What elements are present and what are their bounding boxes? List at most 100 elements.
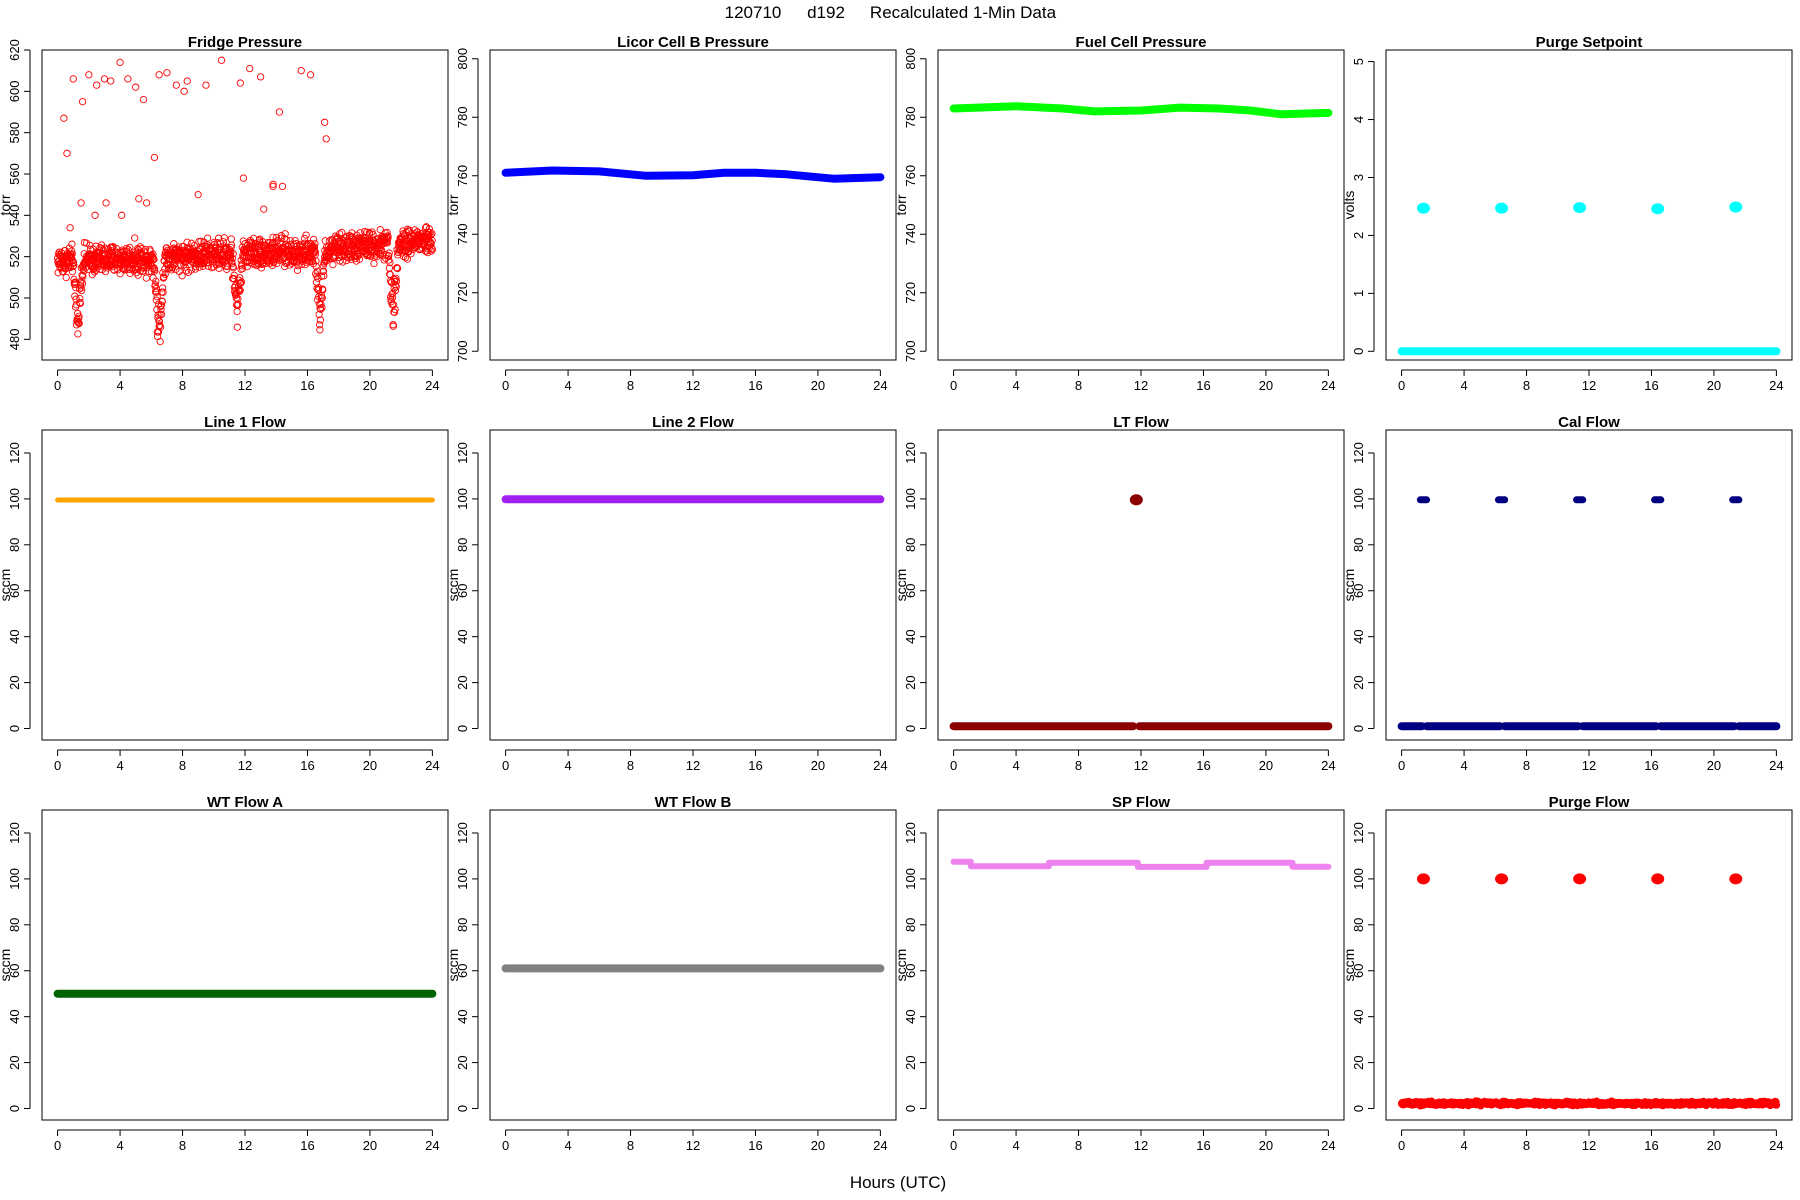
data-point — [391, 276, 399, 284]
y-axis: 0 20 40 60 80 100 120 — [1351, 442, 1375, 732]
data-point — [156, 323, 165, 331]
y-tick-label: 740 — [903, 223, 918, 245]
y-tick-label: 760 — [903, 165, 918, 187]
data-point — [150, 255, 158, 264]
plot-area — [1397, 496, 1781, 731]
x-tick-label: 4 — [1012, 1138, 1019, 1153]
x-tick-label: 12 — [686, 1138, 700, 1153]
x-axis: 0 4 8 12 16 20 24 — [950, 749, 1336, 773]
x-tick-label: 24 — [425, 378, 439, 393]
plot-title: SP Flow — [1112, 794, 1170, 811]
data-point — [78, 279, 87, 288]
outlier-point — [132, 83, 140, 91]
x-tick-label: 8 — [1075, 758, 1082, 773]
outlier-point — [124, 75, 132, 83]
data-point — [154, 328, 163, 336]
y-tick-label: 0 — [7, 725, 22, 732]
x-tick-label: 4 — [116, 1138, 123, 1153]
outlier-point — [320, 118, 329, 126]
data-point — [370, 259, 378, 268]
data-point — [257, 264, 266, 272]
x-tick-label: 8 — [179, 1138, 186, 1153]
y-tick-label: 0 — [455, 725, 470, 732]
outlier-point — [163, 69, 171, 77]
data-point — [1772, 1101, 1781, 1109]
data-point — [204, 262, 213, 270]
plot-title: Purge Setpoint — [1536, 34, 1643, 51]
x-tick-label: 8 — [1523, 1138, 1530, 1153]
data-point — [390, 308, 399, 317]
data-point — [318, 304, 326, 312]
data-point — [75, 312, 83, 320]
data-point — [234, 294, 242, 303]
data-point — [317, 305, 325, 313]
data-point — [319, 286, 327, 294]
x-tick-label: 0 — [54, 378, 61, 393]
data-point — [149, 253, 157, 261]
data-point — [428, 236, 436, 245]
y-axis-label: sccm — [0, 569, 13, 602]
y-tick-label: 700 — [455, 340, 470, 362]
data-point — [392, 283, 400, 291]
y-tick-label: 80 — [7, 538, 22, 552]
data-point — [214, 234, 223, 242]
y-tick-label: 80 — [903, 538, 918, 552]
x-tick-label: 12 — [1134, 1138, 1148, 1153]
x-axis: 0 4 8 12 16 20 24 — [1398, 749, 1784, 773]
y-tick-label: 520 — [7, 246, 22, 268]
plot-title: WT Flow A — [207, 794, 283, 811]
y-tick-label: 80 — [455, 538, 470, 552]
x-tick-label: 8 — [1523, 378, 1530, 393]
panel-6: LT Flow sccm 0 4 8 12 16 20 24 0 20 40 60 80 100 120 — [893, 414, 1345, 773]
x-tick-label: 20 — [1259, 1138, 1273, 1153]
x-tick-label: 24 — [425, 758, 439, 773]
x-tick-label: 12 — [238, 1138, 252, 1153]
x-tick-label: 24 — [1769, 758, 1783, 773]
data-point — [157, 305, 165, 314]
y-axis-label: sccm — [893, 949, 909, 982]
outlier-point — [269, 180, 277, 188]
x-tick-label: 20 — [811, 758, 825, 773]
x-tick-label: 0 — [1398, 1138, 1405, 1153]
data-point — [277, 234, 286, 242]
data-point — [385, 249, 393, 257]
y-axis: 480 500 520 540 560 580 600 620 — [7, 39, 31, 350]
data-point — [310, 243, 319, 251]
series-0 — [949, 102, 1333, 119]
data-point — [391, 305, 399, 314]
outlier-point — [246, 64, 254, 73]
y-tick-label: 100 — [903, 868, 918, 890]
data-point — [220, 234, 228, 242]
data-point — [1573, 873, 1587, 885]
series-1 — [1416, 201, 1743, 215]
data-point — [76, 294, 84, 303]
data-point — [68, 240, 76, 248]
data-point — [300, 234, 309, 243]
y-tick-label: 60 — [455, 584, 470, 598]
x-tick-label: 20 — [363, 1138, 377, 1153]
y-tick-label: 20 — [7, 675, 22, 689]
series-2 — [1129, 494, 1143, 506]
x-tick-label: 24 — [873, 1138, 887, 1153]
y-tick-label: 60 — [7, 584, 22, 598]
data-point — [75, 319, 83, 328]
data-point — [1729, 873, 1743, 885]
plot-area — [950, 858, 1332, 870]
plot-title: Fridge Pressure — [188, 34, 302, 51]
y-tick-label: 100 — [7, 488, 22, 510]
x-axis: 0 4 8 12 16 20 24 — [502, 369, 888, 393]
data-point — [183, 238, 191, 246]
data-point — [236, 286, 244, 294]
y-tick-label: 720 — [455, 282, 470, 304]
data-point — [79, 272, 87, 280]
x-tick-label: 4 — [564, 1138, 571, 1153]
panel-10: SP Flow sccm 0 4 8 12 16 20 24 0 20 40 60 80 100 120 — [893, 794, 1345, 1153]
x-tick-label: 8 — [627, 1138, 634, 1153]
data-point — [152, 277, 160, 285]
y-tick-label: 80 — [1351, 918, 1366, 932]
plot-title: Cal Flow — [1558, 414, 1620, 431]
plot-frame — [1385, 809, 1793, 1121]
outlier-point — [77, 199, 85, 207]
y-axis: 700 720 740 760 780 800 — [903, 48, 927, 362]
series-0 — [501, 166, 885, 183]
